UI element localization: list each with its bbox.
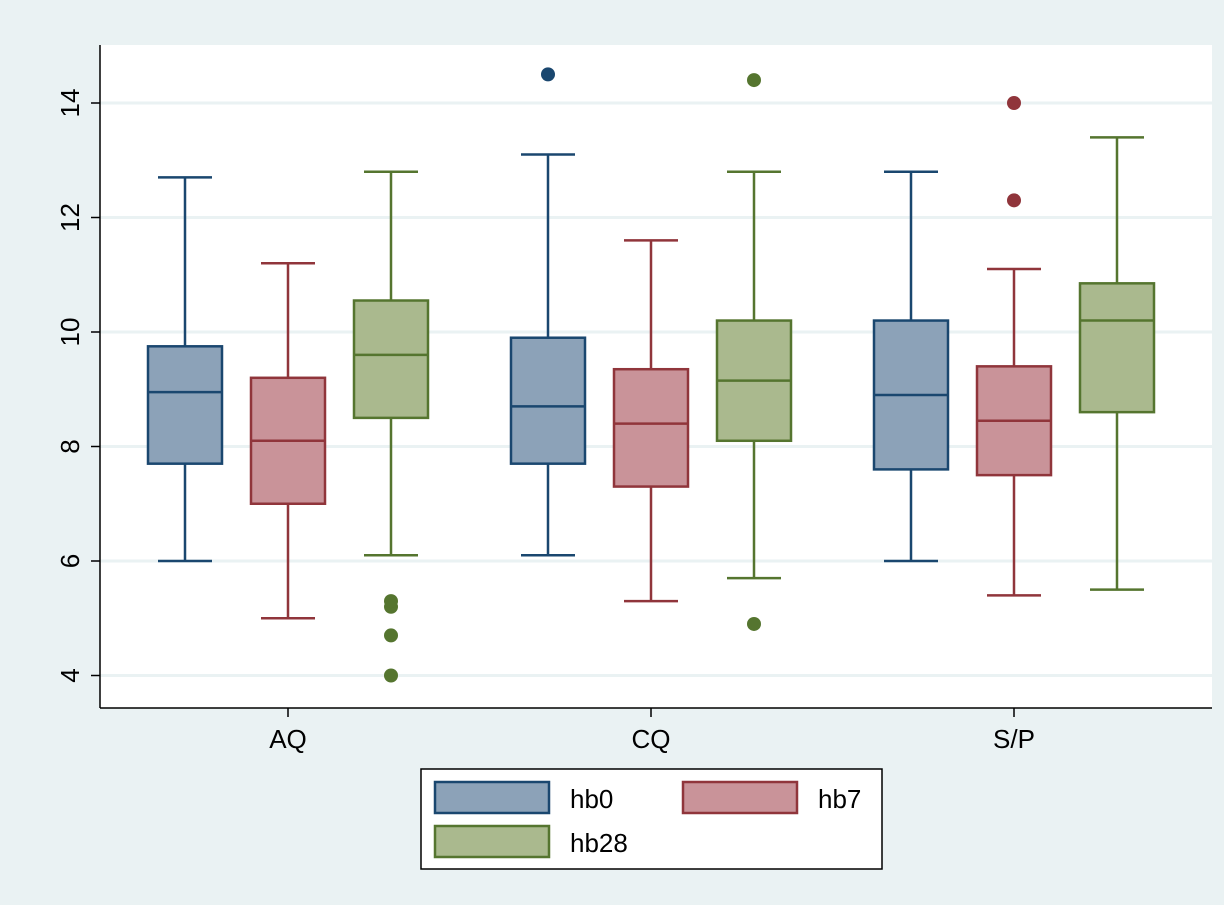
legend: hb0 hb7 hb28 <box>420 768 883 870</box>
box-iqr <box>352 299 430 420</box>
legend-label-hb28: hb28 <box>570 828 628 858</box>
box-hb0-aq <box>146 176 224 563</box>
y-tick-label: 12 <box>55 203 85 232</box>
outlier-point <box>384 594 398 609</box>
box-iqr <box>1078 282 1156 414</box>
x-tick-label: AQ <box>269 724 307 754</box>
boxes <box>146 67 1156 683</box>
y-tick-label: 10 <box>55 318 85 347</box>
y-tick-label: 14 <box>55 89 85 118</box>
outlier-point <box>747 73 761 88</box>
legend-swatch-hb0 <box>433 780 551 815</box>
box-hb28-sp <box>1078 136 1156 591</box>
x-axis-ticks: AQ CQ S/P <box>269 708 1035 754</box>
legend-swatch-hb28 <box>433 824 551 859</box>
outlier-point <box>1007 96 1021 110</box>
box-hb7-sp <box>975 96 1053 597</box>
outlier-point <box>541 67 555 82</box>
y-axis-ticks: 4 6 8 10 12 14 <box>55 89 100 683</box>
legend-swatch-hb7 <box>681 780 799 815</box>
y-tick-label: 8 <box>55 439 85 453</box>
outlier-point <box>384 668 398 683</box>
box-hb0-sp <box>872 170 950 563</box>
box-hb7-aq <box>249 262 327 620</box>
outlier-point <box>747 616 761 631</box>
outlier-point <box>384 628 398 643</box>
legend-label-hb0: hb0 <box>570 784 613 814</box>
box-iqr <box>612 367 690 488</box>
outlier-point <box>1007 193 1021 208</box>
x-tick-label: S/P <box>993 724 1035 754</box>
box-hb28-cq <box>715 73 793 631</box>
box-iqr <box>146 345 224 465</box>
y-tick-label: 4 <box>55 668 85 682</box>
box-hb0-cq <box>509 67 587 557</box>
y-tick-label: 6 <box>55 554 85 568</box>
box-hb28-aq <box>352 170 430 683</box>
box-hb7-cq <box>612 239 690 603</box>
legend-label-hb7: hb7 <box>818 784 861 814</box>
x-tick-label: CQ <box>632 724 671 754</box>
box-iqr <box>509 336 587 465</box>
